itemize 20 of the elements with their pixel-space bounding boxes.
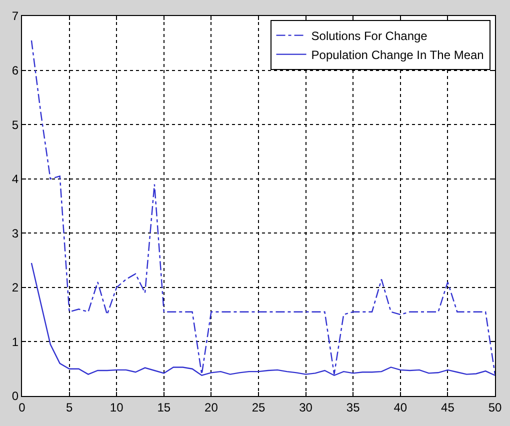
y-tick-label: 4 xyxy=(12,172,19,186)
x-tick-label: 40 xyxy=(394,400,408,414)
y-tick-label: 2 xyxy=(12,280,19,295)
x-tick-label: 50 xyxy=(488,400,502,414)
y-tick-label: 1 xyxy=(12,334,19,349)
y-tick-label: 6 xyxy=(12,63,19,78)
x-tick-label: 35 xyxy=(346,400,360,414)
x-tick-label: 30 xyxy=(299,400,313,414)
y-tick-label: 0 xyxy=(12,389,19,404)
x-tick-label: 10 xyxy=(110,400,124,414)
x-tick-label: 15 xyxy=(157,400,171,414)
x-tick-label: 45 xyxy=(441,400,455,414)
legend-label: Solutions For Change xyxy=(311,28,428,43)
x-tick-label: 5 xyxy=(66,400,73,414)
y-tick-label: 5 xyxy=(12,118,19,132)
y-tick-label: 3 xyxy=(12,226,19,240)
legend-label: Population Change In The Mean xyxy=(311,48,484,62)
x-tick-label: 25 xyxy=(252,400,266,414)
x-tick-label: 20 xyxy=(204,400,218,414)
y-tick-label: 7 xyxy=(12,9,19,24)
